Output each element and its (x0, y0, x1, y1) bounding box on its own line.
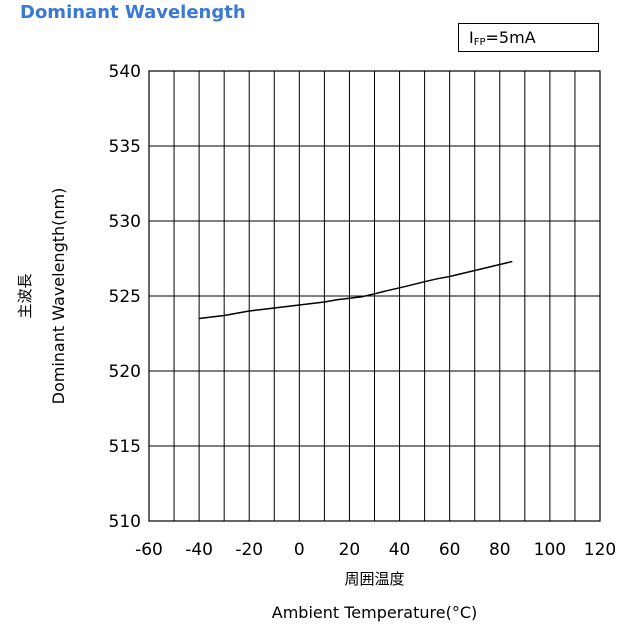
x-axis-label-jp: 周囲温度 (344, 570, 404, 588)
y-tick-label: 530 (109, 212, 141, 232)
y-tick-label: 535 (109, 137, 141, 157)
y-tick-label: 525 (109, 287, 141, 307)
x-tick-label: 100 (534, 540, 566, 560)
y-tick-label: 520 (109, 362, 141, 382)
y-tick-label: 540 (109, 62, 141, 82)
y-tick-label: 510 (109, 512, 141, 532)
x-tick-label: 60 (439, 540, 461, 560)
x-tick-label: 80 (489, 540, 511, 560)
x-tick-label: 0 (294, 540, 305, 560)
x-tick-label: -20 (235, 540, 263, 560)
series-line (199, 262, 512, 319)
x-tick-label: -60 (135, 540, 163, 560)
y-axis-label-jp: 主波長 (16, 273, 34, 318)
y-axis-label: Dominant Wavelength(nm) (49, 188, 68, 405)
x-tick-label: 120 (584, 540, 616, 560)
x-tick-label: 20 (339, 540, 361, 560)
x-axis-label: Ambient Temperature(°C) (272, 603, 477, 622)
y-tick-label: 515 (109, 437, 141, 457)
x-tick-label: -40 (185, 540, 213, 560)
x-tick-label: 40 (389, 540, 411, 560)
